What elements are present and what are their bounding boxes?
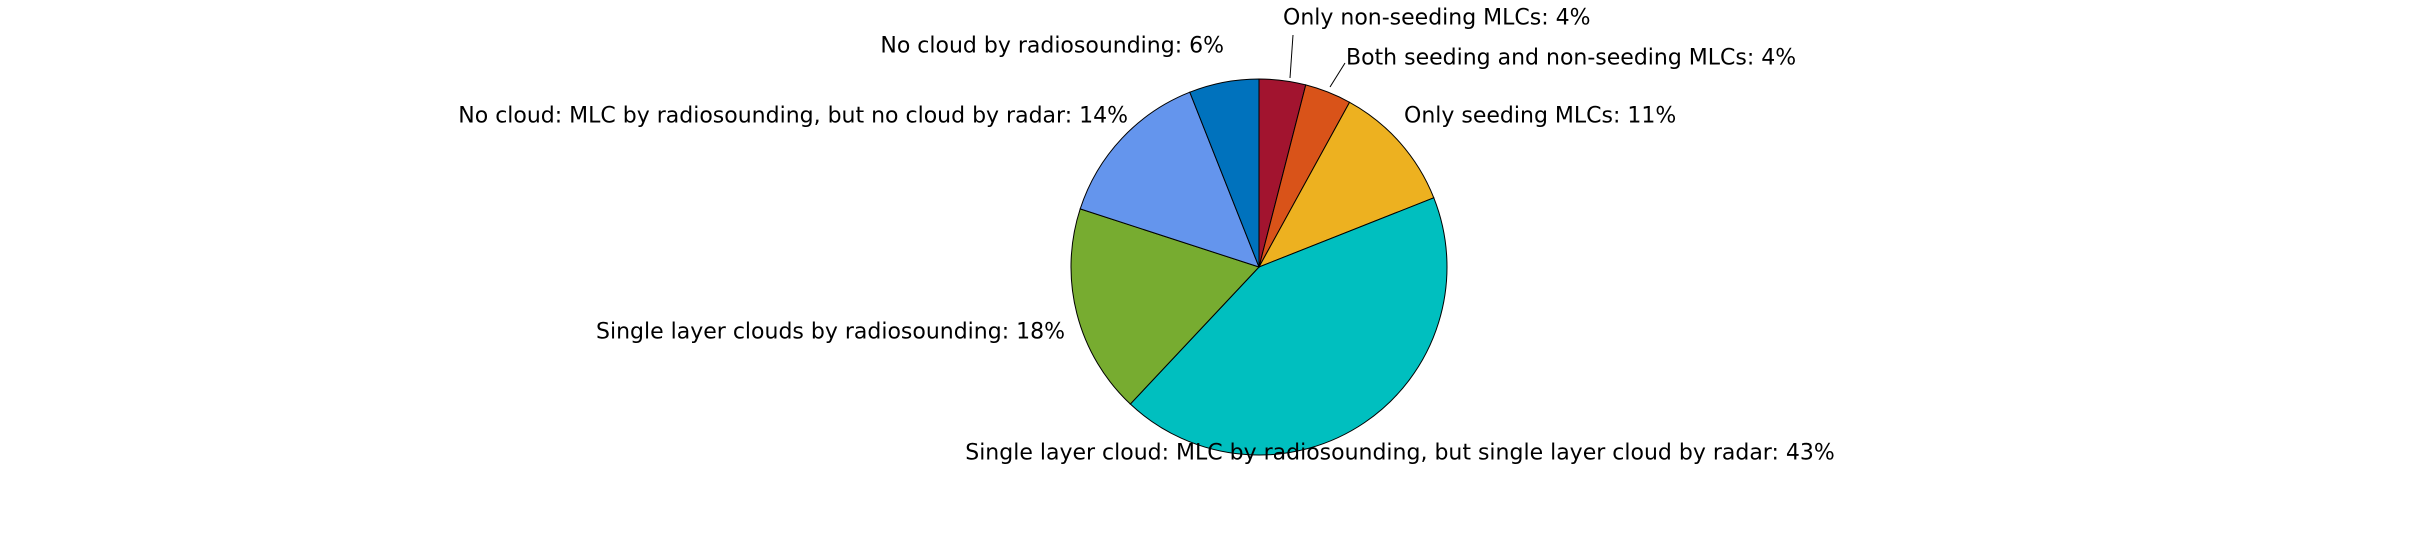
leader-line-2 <box>1329 62 1346 88</box>
slice-label-1: Only non-seeding MLCs: 4% <box>1283 6 1591 31</box>
leader-line-1 <box>1289 34 1294 79</box>
slice-label-3: Only seeding MLCs: 11% <box>1404 104 1676 129</box>
slice-label-2: Both seeding and non-seeding MLCs: 4% <box>1346 46 1796 71</box>
slice-label-4: Single layer cloud: MLC by radiosounding… <box>965 441 1835 466</box>
slice-label-5: Single layer clouds by radiosounding: 18… <box>596 320 1065 345</box>
pie-slices <box>1070 78 1448 456</box>
label-leaders <box>1289 34 1346 88</box>
slice-label-7: No cloud by radiosounding: 6% <box>880 34 1224 59</box>
slice-label-6: No cloud: MLC by radiosounding, but no c… <box>458 104 1128 129</box>
pie-slice-5 <box>1070 208 1260 405</box>
pie-slice-3 <box>1257 101 1435 268</box>
slice-labels: Only non-seeding MLCs: 4% Both seeding an… <box>458 6 1834 466</box>
pie-slice-6 <box>1079 91 1260 268</box>
pie-slice-7 <box>1189 78 1260 268</box>
pie-slice-4 <box>1129 197 1448 456</box>
